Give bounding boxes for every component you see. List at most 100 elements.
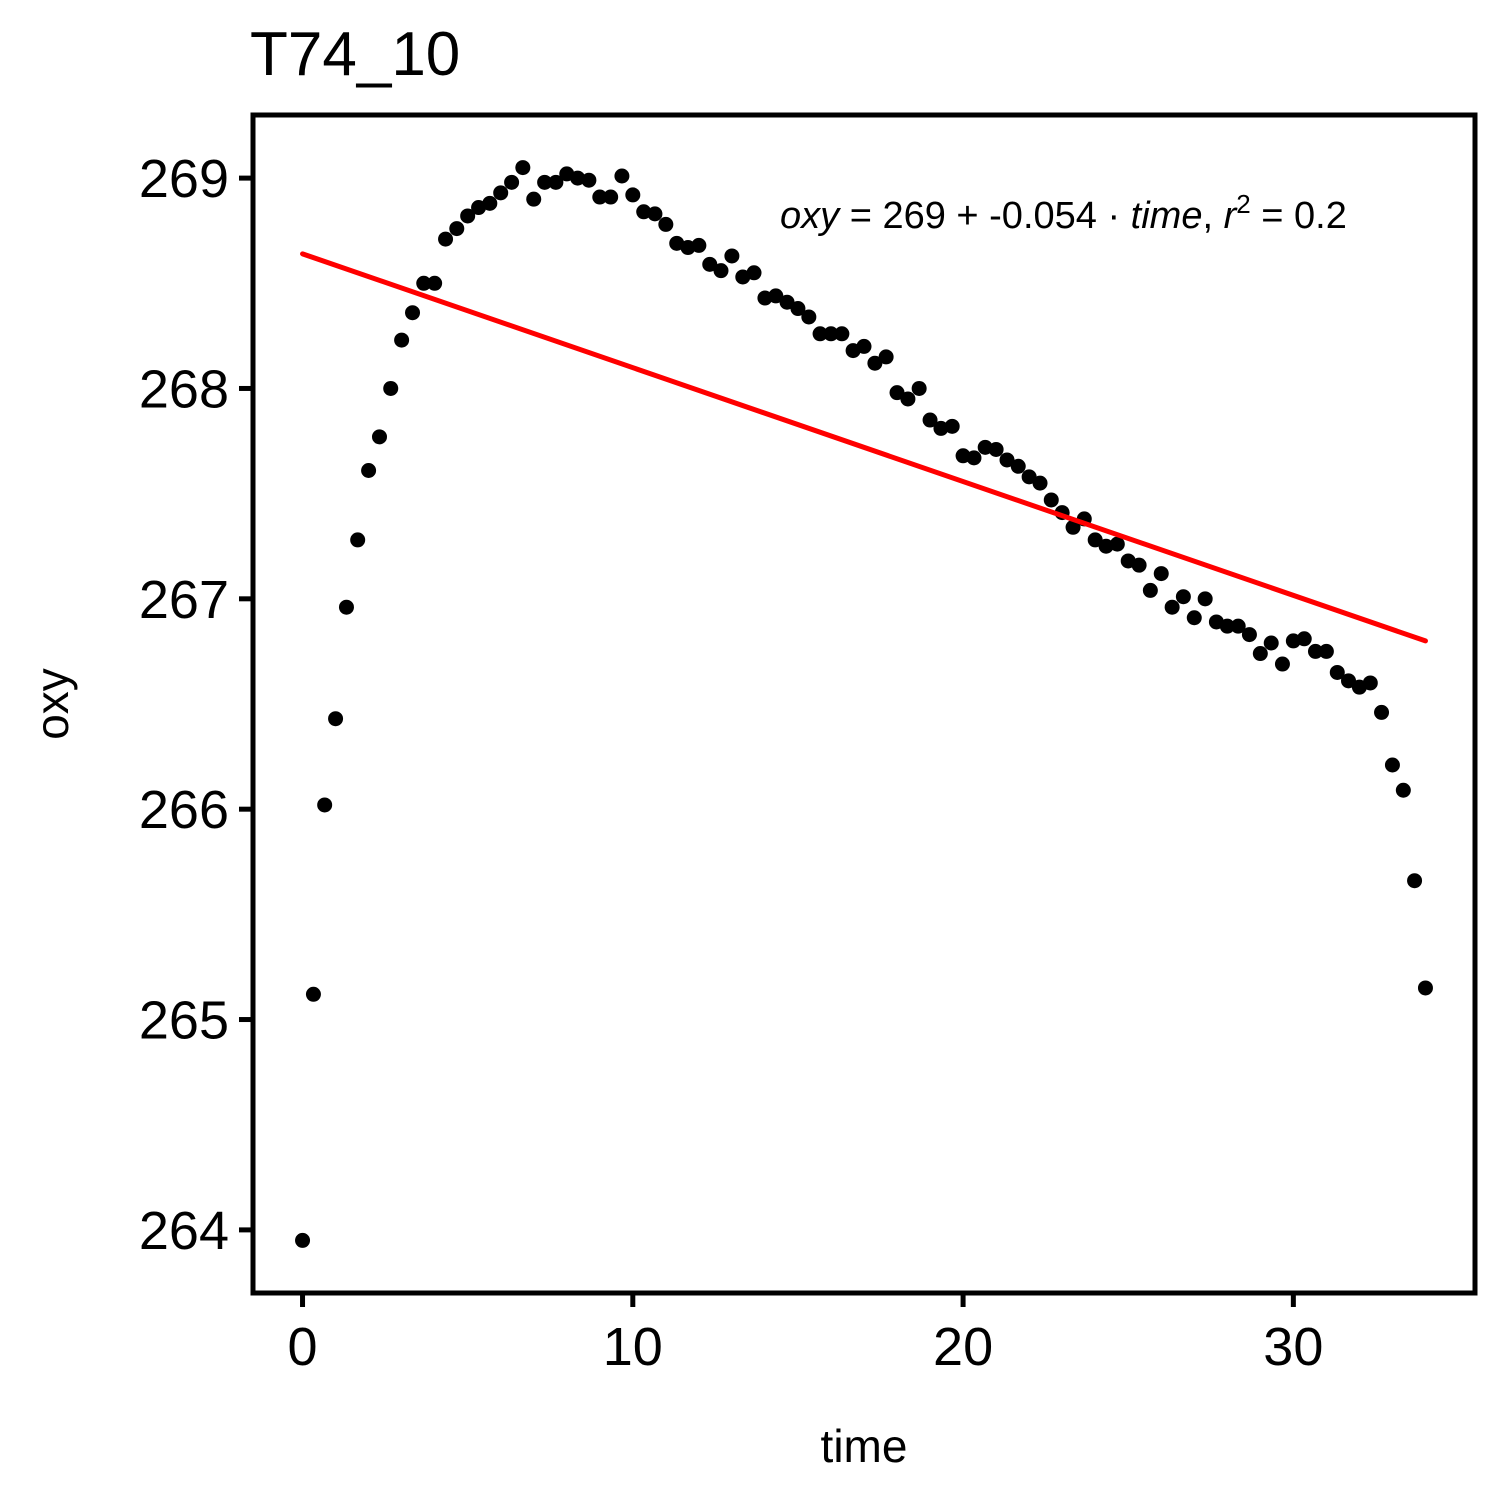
data-point <box>724 248 740 264</box>
data-point <box>405 305 421 321</box>
data-point <box>581 172 597 188</box>
data-point <box>449 221 465 237</box>
x-tick-label: 0 <box>288 1317 318 1377</box>
data-point <box>1010 458 1026 474</box>
data-point <box>999 452 1015 468</box>
data-point <box>768 288 784 304</box>
data-point <box>1395 782 1411 798</box>
plot-panel <box>250 112 1478 1296</box>
data-point <box>361 463 377 479</box>
data-point <box>713 263 729 279</box>
data-point <box>416 275 432 291</box>
data-point <box>427 275 443 291</box>
data-point <box>867 355 883 371</box>
x-tick-label: 30 <box>1263 1317 1323 1377</box>
data-point <box>1197 591 1213 607</box>
x-tick-label: 20 <box>933 1317 993 1377</box>
data-point <box>1329 664 1345 680</box>
data-point <box>460 208 476 224</box>
data-point <box>394 332 410 348</box>
data-point <box>1296 631 1312 647</box>
data-point <box>295 1232 311 1248</box>
y-axis-title: oxy <box>26 668 78 740</box>
data-point <box>350 532 366 548</box>
data-point <box>933 420 949 436</box>
data-point <box>1021 469 1037 485</box>
x-tick-label: 10 <box>603 1317 663 1377</box>
data-point <box>746 265 762 281</box>
data-point <box>1087 532 1103 548</box>
data-point <box>823 326 839 342</box>
y-tick-label: 267 <box>139 570 229 630</box>
data-point <box>482 195 498 211</box>
y-tick-label: 265 <box>139 991 229 1051</box>
data-point <box>1384 757 1400 773</box>
data-point <box>691 237 707 253</box>
data-point <box>1065 519 1081 535</box>
data-point <box>338 599 354 615</box>
data-point <box>438 231 454 247</box>
x-axis-title: time <box>821 1420 908 1472</box>
data-point <box>1407 873 1423 889</box>
data-point <box>658 216 674 232</box>
data-point <box>702 256 718 272</box>
data-point <box>1164 599 1180 615</box>
chart-title: T74_10 <box>250 20 460 89</box>
data-point <box>493 185 509 201</box>
data-point <box>1175 589 1191 605</box>
data-point <box>570 170 586 186</box>
data-point <box>647 206 663 222</box>
data-point <box>889 385 905 401</box>
data-point <box>515 160 531 176</box>
data-point <box>1109 536 1125 552</box>
data-point <box>1043 492 1059 508</box>
y-tick-label: 266 <box>139 780 229 840</box>
x-axis: 0 10 20 30 <box>288 1293 1323 1377</box>
data-point <box>625 187 641 203</box>
data-point <box>911 380 927 396</box>
data-point <box>1417 980 1433 996</box>
data-point <box>779 294 795 310</box>
data-point <box>328 711 344 727</box>
data-point <box>1241 627 1257 643</box>
data-point <box>614 168 630 184</box>
data-point <box>1263 635 1279 651</box>
data-point <box>371 429 387 445</box>
data-point <box>603 189 619 205</box>
data-point <box>592 189 608 205</box>
data-point <box>537 174 553 190</box>
y-tick-label: 269 <box>139 149 229 209</box>
data-point <box>1098 538 1114 554</box>
data-point <box>383 380 399 396</box>
data-point <box>1131 557 1147 573</box>
regression-equation: oxy = 269 + -0.054 · time, r2 = 0.2 <box>780 189 1347 237</box>
data-point <box>812 326 828 342</box>
data-point <box>900 391 916 407</box>
y-axis: 264 265 266 267 268 269 <box>139 149 253 1261</box>
data-point <box>878 349 894 365</box>
data-point <box>1307 643 1323 659</box>
data-point <box>988 441 1004 457</box>
data-point <box>504 174 520 190</box>
data-point <box>1186 610 1202 626</box>
data-point <box>1032 475 1048 491</box>
data-point <box>1219 618 1235 634</box>
y-tick-label: 268 <box>139 359 229 419</box>
regression-line <box>300 251 1428 644</box>
data-point <box>1362 675 1378 691</box>
y-tick-label: 264 <box>139 1201 229 1261</box>
data-point <box>1252 646 1268 662</box>
data-point <box>801 309 817 325</box>
data-point <box>834 326 850 342</box>
data-point <box>1230 618 1246 634</box>
data-point <box>305 986 321 1002</box>
data-point <box>526 191 542 207</box>
data-point <box>856 338 872 354</box>
data-point <box>944 418 960 434</box>
data-point <box>548 174 564 190</box>
data-point <box>1341 673 1357 689</box>
data-point <box>1274 656 1290 672</box>
data-point <box>966 450 982 466</box>
data-point <box>317 797 333 813</box>
